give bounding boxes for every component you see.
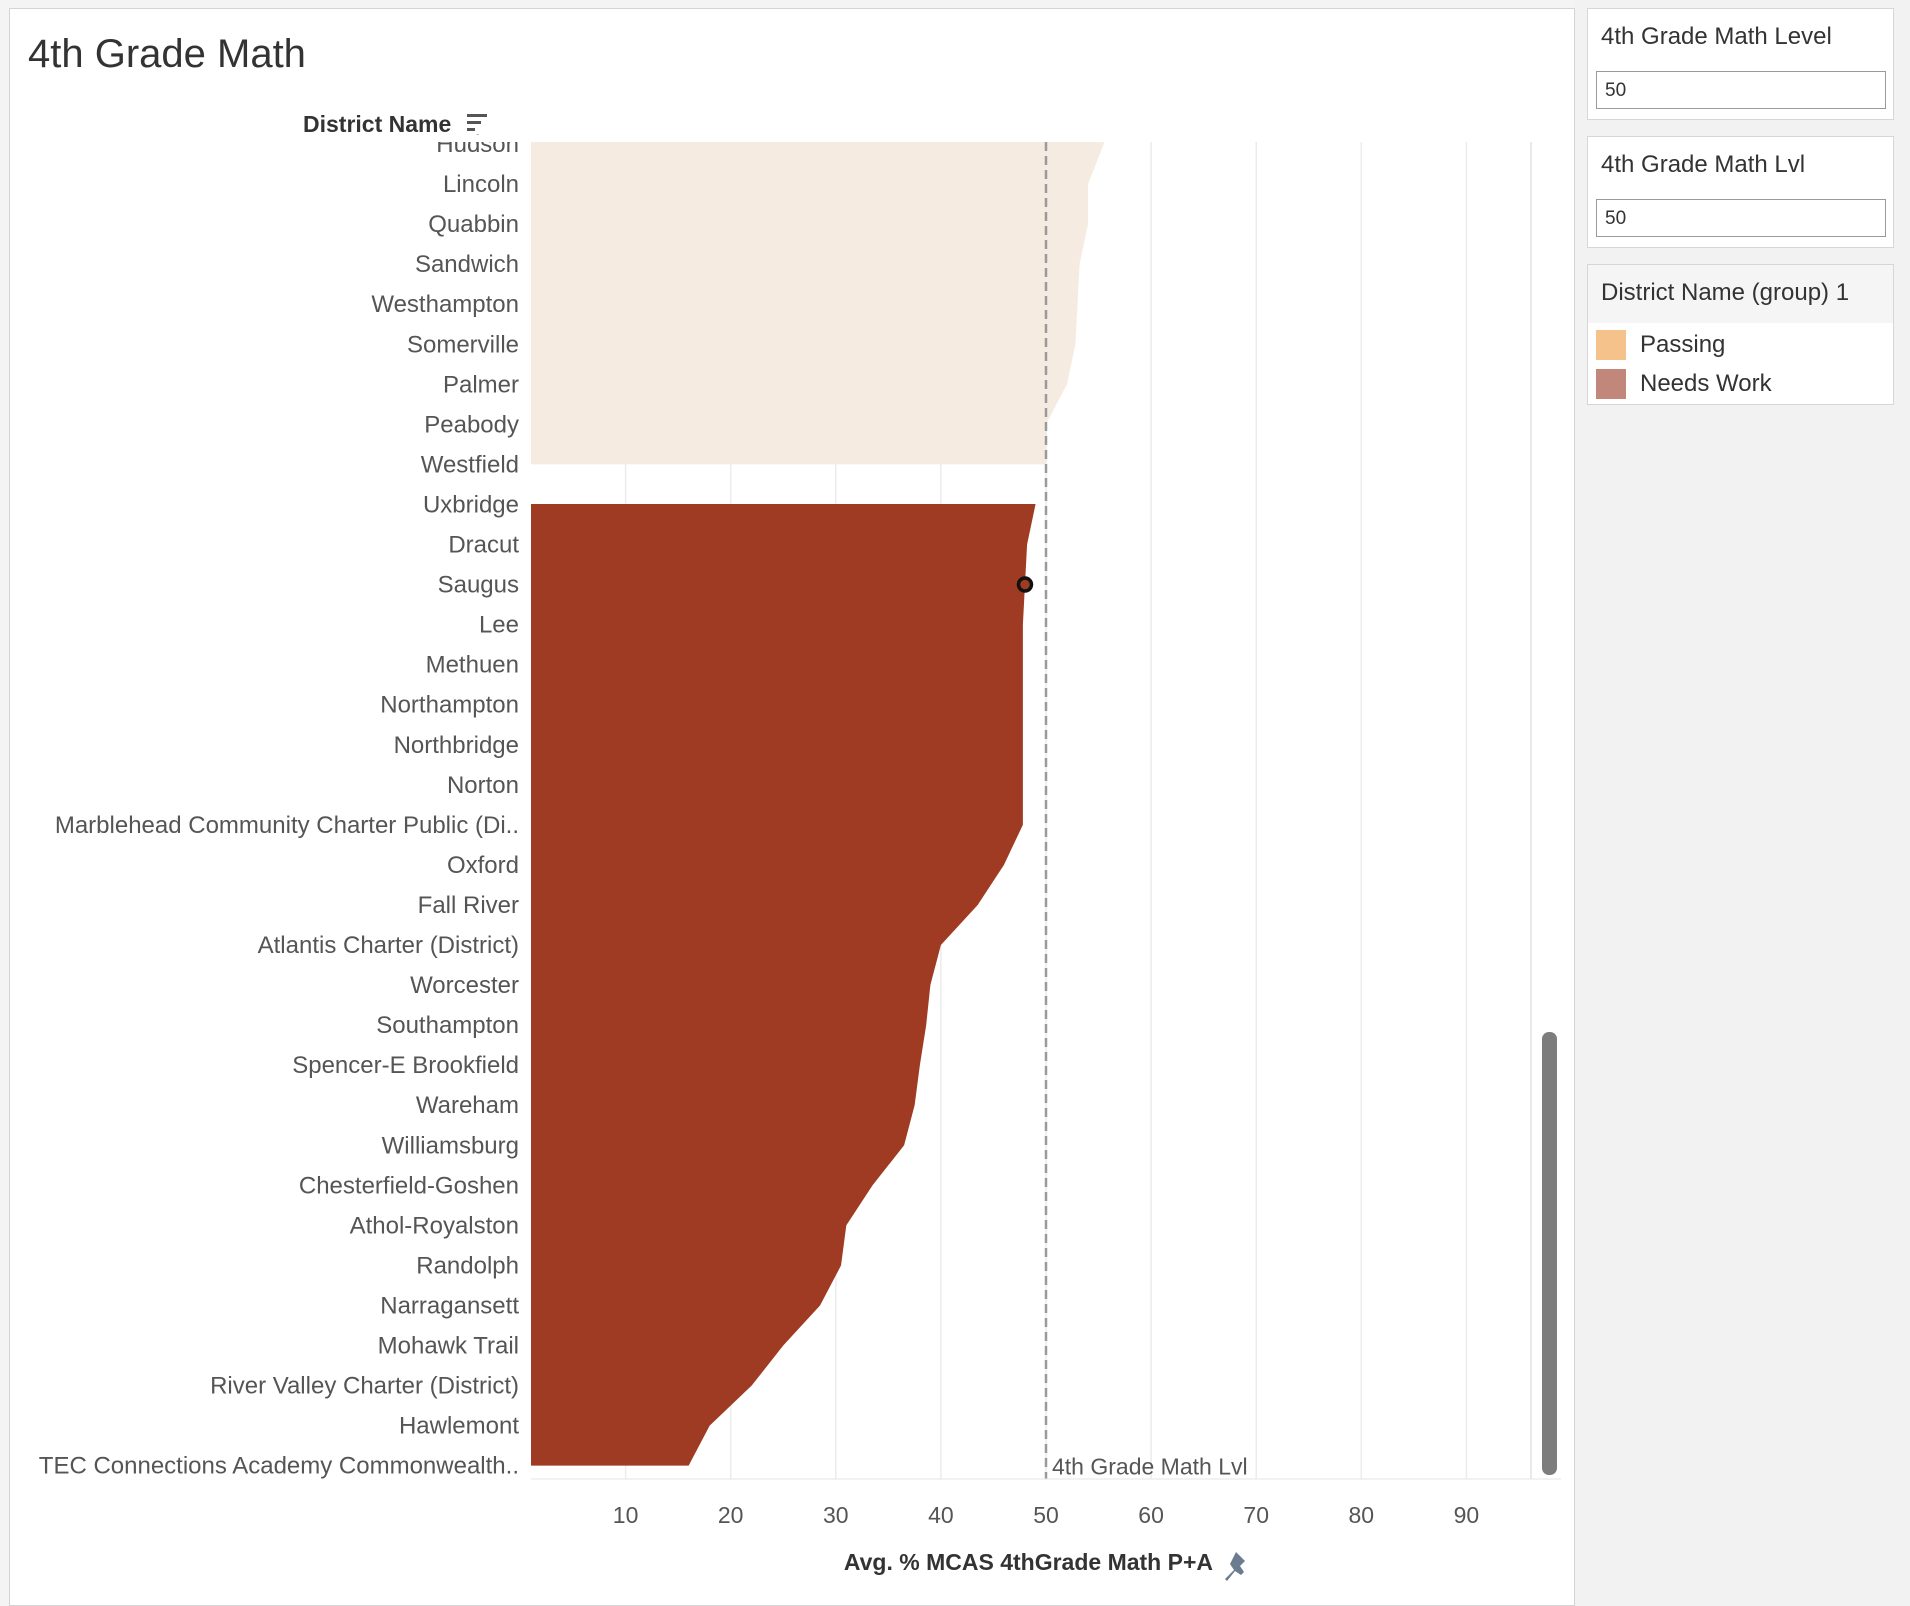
- parameter-input[interactable]: 50: [1596, 199, 1886, 237]
- category-label[interactable]: Mohawk Trail: [378, 1333, 519, 1360]
- category-label[interactable]: Somerville: [407, 331, 519, 358]
- area-series-needs-work[interactable]: [531, 504, 1036, 1466]
- category-label[interactable]: Hawlemont: [399, 1413, 519, 1440]
- vertical-scrollbar[interactable]: [1542, 1032, 1557, 1475]
- header-mask: [20, 135, 540, 142]
- x-tick-label: 10: [613, 1502, 639, 1528]
- pin-icon[interactable]: [1225, 1552, 1245, 1581]
- legend-label: Needs Work: [1640, 370, 1772, 397]
- legend-swatch: [1596, 330, 1626, 360]
- category-label[interactable]: Lincoln: [443, 171, 519, 198]
- legend-swatch: [1596, 369, 1626, 399]
- parameter-card-math-lvl: 4th Grade Math Lvl 50: [1587, 136, 1894, 248]
- row-header-district-name[interactable]: District Name: [303, 111, 452, 137]
- category-label[interactable]: Quabbin: [428, 211, 519, 238]
- category-label[interactable]: Atlantis Charter (District): [258, 932, 519, 959]
- category-label[interactable]: Marblehead Community Charter Public (Di.…: [55, 812, 519, 839]
- category-label[interactable]: Athol-Royalston: [350, 1212, 519, 1239]
- x-tick-label: 80: [1349, 1502, 1375, 1528]
- x-axis-label: Avg. % MCAS 4thGrade Math P+A: [844, 1549, 1213, 1575]
- x-tick-label: 20: [718, 1502, 744, 1528]
- x-tick-label: 70: [1243, 1502, 1269, 1528]
- category-label[interactable]: TEC Connections Academy Commonwealth..: [39, 1453, 519, 1480]
- category-label[interactable]: Narragansett: [380, 1292, 519, 1319]
- category-label[interactable]: Chesterfield-Goshen: [299, 1172, 519, 1199]
- parameter-label: 4th Grade Math Lvl: [1601, 151, 1806, 178]
- category-label[interactable]: Norton: [447, 772, 519, 799]
- category-label[interactable]: Sandwich: [415, 251, 519, 278]
- x-tick-label: 50: [1033, 1502, 1059, 1528]
- x-tick-label: 90: [1454, 1502, 1480, 1528]
- parameter-input[interactable]: 50: [1596, 71, 1886, 109]
- sort-descending-icon[interactable]: [465, 112, 489, 134]
- category-label[interactable]: Uxbridge: [423, 491, 519, 518]
- reference-line-label: 4th Grade Math Lvl: [1052, 1454, 1248, 1480]
- category-label[interactable]: Worcester: [410, 972, 519, 999]
- category-label[interactable]: Peabody: [424, 411, 519, 438]
- category-label[interactable]: Palmer: [443, 371, 519, 398]
- x-tick-label: 30: [823, 1502, 849, 1528]
- parameter-card-math-level: 4th Grade Math Level 50: [1587, 8, 1894, 120]
- category-label[interactable]: Westfield: [421, 451, 519, 478]
- category-label[interactable]: Northampton: [380, 692, 519, 719]
- highlighted-point: [1016, 576, 1034, 593]
- category-label[interactable]: Spencer-E Brookfield: [292, 1052, 519, 1079]
- category-label[interactable]: Wareham: [416, 1092, 519, 1119]
- category-label[interactable]: Northbridge: [394, 732, 519, 759]
- page-title: 4th Grade Math: [28, 32, 306, 76]
- x-tick-label: 60: [1138, 1502, 1164, 1528]
- x-tick-label: 40: [928, 1502, 954, 1528]
- category-label[interactable]: Methuen: [426, 652, 519, 679]
- legend-title: District Name (group) 1: [1601, 279, 1850, 306]
- parameter-label: 4th Grade Math Level: [1601, 23, 1832, 50]
- chart[interactable]: 4th Grade Math LvlHudsonLincolnQuabbinSa…: [0, 0, 1575, 1606]
- area-series-passing[interactable]: [531, 120, 1104, 465]
- category-label[interactable]: Oxford: [447, 852, 519, 879]
- category-label[interactable]: Dracut: [448, 532, 519, 559]
- category-label[interactable]: Lee: [479, 612, 519, 639]
- category-label[interactable]: Westhampton: [371, 291, 519, 318]
- category-label[interactable]: Southampton: [376, 1012, 519, 1039]
- category-label[interactable]: Williamsburg: [382, 1132, 519, 1159]
- legend-card: District Name (group) 1 Passing Needs Wo…: [1587, 264, 1894, 405]
- category-label[interactable]: Saugus: [438, 572, 519, 599]
- category-label[interactable]: Randolph: [416, 1252, 519, 1279]
- category-label[interactable]: River Valley Charter (District): [210, 1373, 519, 1400]
- category-label[interactable]: Fall River: [418, 892, 519, 919]
- legend-label: Passing: [1640, 331, 1726, 358]
